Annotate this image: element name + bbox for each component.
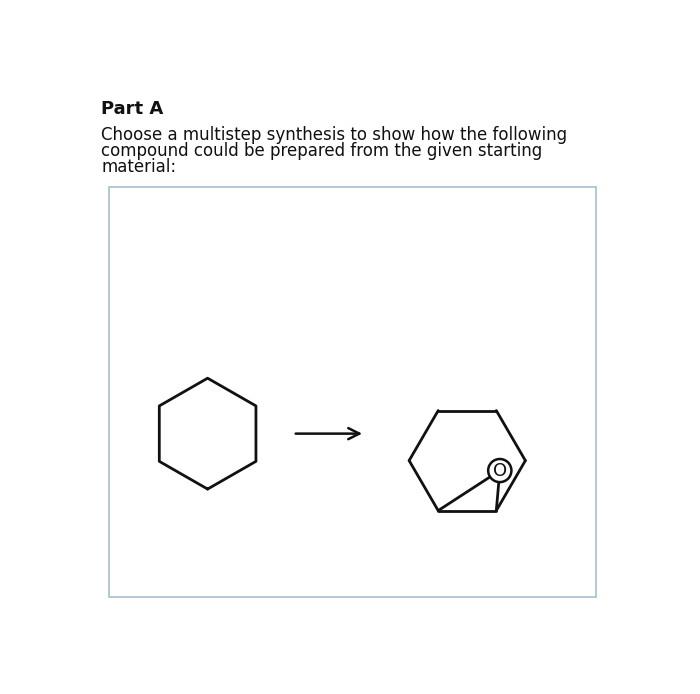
Text: O: O — [493, 462, 507, 480]
Text: Part A: Part A — [102, 100, 164, 118]
Text: Choose a multistep synthesis to show how the following: Choose a multistep synthesis to show how… — [102, 126, 568, 144]
Text: compound could be prepared from the given starting: compound could be prepared from the give… — [102, 142, 542, 160]
Text: material:: material: — [102, 158, 176, 176]
Circle shape — [488, 459, 512, 482]
Bar — [109, 187, 596, 597]
